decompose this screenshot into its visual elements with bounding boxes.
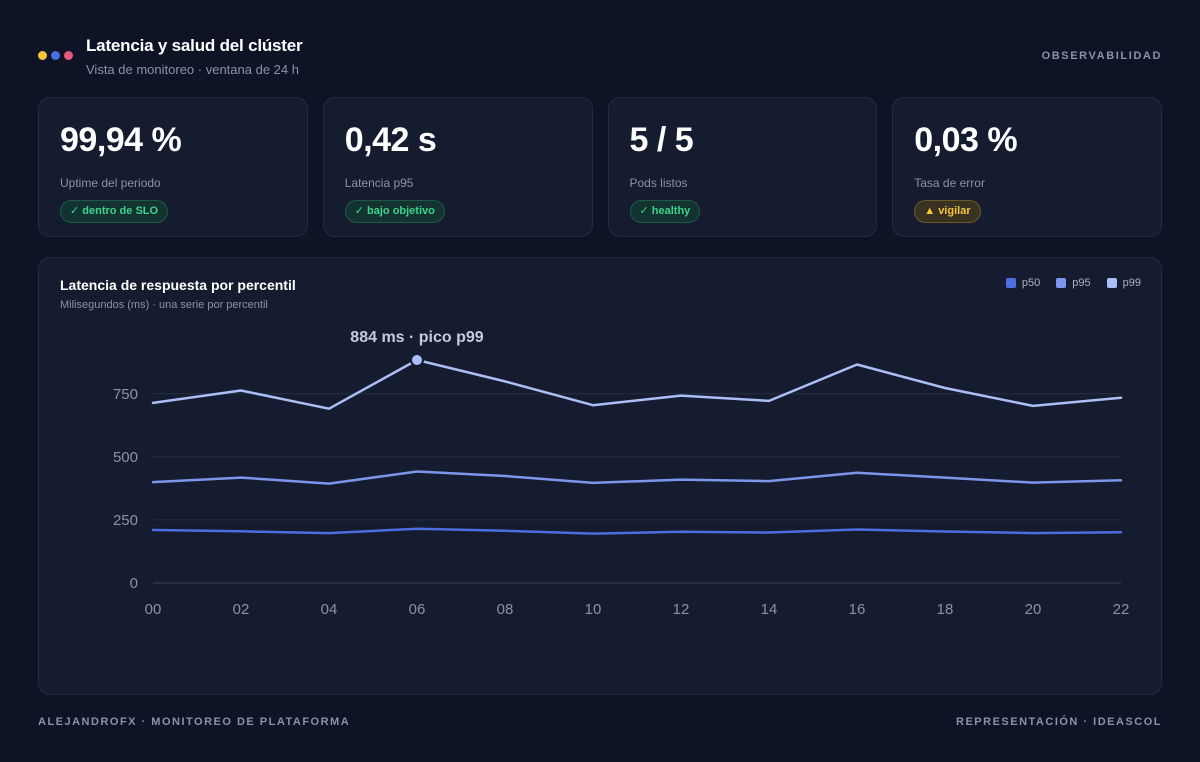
page-subtitle: Vista de monitoreo · ventana de 24 h [86,62,299,77]
x-tick-label: 10 [585,601,602,618]
kpi-row: 99,94 % Uptime del periodo ✓ dentro de S… [38,97,1162,237]
y-tick-label: 250 [113,512,138,529]
kpi-label: Pods listos [629,176,688,190]
x-tick-label: 16 [849,601,866,618]
x-tick-label: 20 [1025,601,1042,618]
chart-title: Latencia de respuesta por percentil [60,277,296,293]
x-tick-label: 12 [673,601,690,618]
peak-annotation: 884 ms · pico p99 [350,329,483,346]
series-line-p99 [151,358,1123,410]
pink-dot [64,51,73,60]
chart-legend: p50 p95 p99 [1005,277,1141,289]
footer-credit: ALEJANDROFX · MONITOREO DE PLATAFORMA [38,716,351,728]
x-tick-label: 02 [233,601,250,618]
section-label: OBSERVABILIDAD [1041,50,1162,62]
legend-swatch [1056,278,1067,288]
status-badge: ✓ healthy [629,200,701,223]
header: Latencia y salud del clúster Vista de mo… [38,36,1162,80]
blue-dot [51,51,60,60]
x-tick-label: 00 [145,601,162,618]
status-badge: ▲ vigilar [914,200,981,223]
kpi-card-error-rate: 0,03 % Tasa de error ▲ vigilar [892,97,1162,237]
x-tick-label: 18 [937,601,954,618]
x-tick-label: 04 [321,601,338,618]
footer-source: REPRESENTACIÓN · IDEASCOL [956,716,1162,728]
legend-label: p95 [1072,277,1091,289]
latency-chart-panel: Latencia de respuesta por percentil Mili… [38,257,1162,695]
legend-label: p99 [1122,277,1141,289]
title-block: Latencia y salud del clúster Vista de mo… [86,36,303,77]
kpi-card-uptime: 99,94 % Uptime del periodo ✓ dentro de S… [38,97,308,237]
y-tick-label: 0 [130,575,138,592]
y-tick-label: 750 [113,386,138,403]
x-tick-label: 08 [497,601,514,618]
kpi-card-pods: 5 / 5 Pods listos ✓ healthy [607,97,878,237]
legend-item-p50: p50 [1005,277,1041,289]
legend-swatch [1106,278,1117,288]
legend-label: p50 [1021,277,1041,289]
series-line-p50 [151,527,1123,535]
legend-item-p99: p99 [1106,277,1141,289]
kpi-value: 5 / 5 [629,121,694,159]
kpi-value: 0,03 % [914,121,1018,159]
x-tick-label: 22 [1113,601,1130,618]
legend-swatch [1005,278,1016,288]
kpi-value: 99,94 % [60,121,182,159]
series-line-p95 [151,470,1123,485]
x-tick-label: 06 [409,601,426,618]
status-badge: ✓ bajo objetivo [344,200,445,223]
page-title: Latencia y salud del clúster [86,36,303,55]
kpi-label: Tasa de error [914,176,985,190]
peak-point [410,353,424,367]
kpi-value: 0,42 s [344,121,437,159]
chart-subtitle: Milisegundos (ms) · una serie por percen… [60,299,268,311]
yellow-dot [38,51,47,60]
kpi-label: Latencia p95 [344,176,414,190]
y-tick-label: 500 [113,449,138,466]
legend-item-p95: p95 [1056,277,1091,289]
kpi-label: Uptime del periodo [60,176,161,190]
x-tick-label: 14 [761,601,778,618]
latency-line-chart: 0 250 500 750 00 02 04 06 08 10 12 14 16 18 20 22 884 ms… [113,329,1130,618]
status-badge: ✓ dentro de SLO [60,200,169,223]
kpi-card-latency: 0,42 s Latencia p95 ✓ bajo objetivo [322,97,593,237]
window-dots [38,51,73,60]
